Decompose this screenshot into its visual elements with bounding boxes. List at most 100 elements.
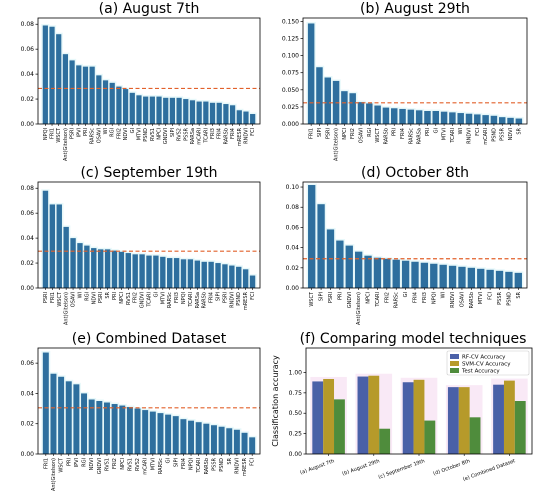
x-tick-label: FCI: [488, 292, 494, 300]
x-tick-label: mRESR: [242, 457, 248, 476]
x-tick-label: FRI3: [422, 292, 428, 303]
bar: [373, 257, 382, 288]
bar: [73, 384, 80, 454]
x-tick-label: RNDVI: [467, 128, 473, 144]
bar: [146, 255, 152, 288]
x-tick-label: NPCI: [119, 292, 125, 304]
x-tick-label: (c) September 19th: [378, 458, 426, 480]
x-tick-label: PSRI: [70, 128, 76, 139]
panel-title: (a) August 7th: [99, 1, 200, 17]
x-tick-label: WSCT: [375, 127, 381, 143]
bar: [176, 97, 182, 124]
x-tick-label: GI: [153, 292, 159, 297]
bar: [91, 248, 97, 288]
bar: [242, 269, 249, 288]
bar: [448, 265, 457, 288]
x-tick-label: TCARI: [147, 292, 153, 308]
bar: [42, 25, 48, 124]
panel-b: (b) August 29th 0.000 0.025 0.050 0.075 0.100…: [282, 1, 528, 161]
bar: [56, 204, 62, 288]
bar: [241, 432, 248, 454]
x-tick-label: (e) Combined Dataset: [462, 458, 516, 483]
x-tick-label: RARSc: [408, 128, 414, 144]
x-tick-label: RARSa: [195, 292, 201, 308]
bar: [104, 249, 111, 288]
bar: [392, 259, 400, 288]
x-tick-label: GNDVI: [140, 292, 146, 308]
bar: [160, 256, 166, 288]
legend-swatch: [450, 354, 459, 359]
x-tick-label: NPQI: [43, 128, 49, 140]
bar: [236, 266, 242, 288]
bar: [189, 100, 196, 124]
bar: [97, 249, 104, 288]
x-tick-label: RARSb: [223, 128, 229, 145]
x-tick-label: FRI1: [309, 128, 315, 139]
bar: [226, 428, 233, 454]
x-tick-label: OSAVI: [71, 292, 77, 307]
y-tick-label: 0.06: [21, 360, 35, 367]
x-tick-label: PRI: [83, 128, 89, 136]
x-tick-label: TCARI: [375, 292, 381, 308]
x-tick-label: NDVI: [123, 128, 129, 140]
bar: [439, 264, 447, 288]
bar: [334, 399, 345, 454]
bar: [324, 77, 332, 124]
x-tick-label: RGI: [367, 128, 373, 137]
bar: [366, 103, 373, 124]
panel-title: (d) October 8th: [361, 165, 469, 181]
bar: [209, 102, 216, 124]
bar: [477, 268, 485, 288]
x-tick-label: WSCT: [59, 457, 65, 473]
x-tick-label: NPCI: [342, 128, 348, 140]
bar: [173, 258, 180, 288]
bar: [449, 112, 456, 124]
bar: [156, 96, 162, 124]
bar: [129, 92, 135, 124]
x-tick-label: FRI2: [384, 292, 390, 303]
y-tick-label: 0.25: [289, 431, 303, 438]
x-tick-label: OSAVI: [96, 128, 102, 143]
bar: [349, 93, 356, 124]
bar: [62, 54, 69, 125]
y-tick-label: 0.00: [21, 121, 35, 128]
bar: [229, 265, 235, 288]
x-tick-label: WSCT: [309, 291, 315, 307]
bar: [196, 101, 202, 124]
x-tick-label: FCI: [250, 128, 256, 136]
x-tick-label: RVS1: [150, 128, 156, 141]
y-tick-label: 0.00: [289, 451, 303, 458]
x-tick-label: FRI4: [217, 128, 223, 139]
y-tick-label: 0.02: [286, 265, 300, 272]
y-tick-label: 0.150: [282, 18, 299, 25]
bar: [165, 414, 172, 454]
x-tick-label: PSRI: [43, 292, 49, 303]
bar: [229, 105, 236, 124]
x-tick-label: MTVI: [150, 458, 156, 470]
y-tick-label: 0.075: [282, 70, 299, 77]
x-tick-label: GI: [130, 128, 136, 133]
bar: [167, 258, 173, 288]
x-tick-label: FRI4: [400, 128, 406, 139]
bar: [89, 66, 95, 124]
bar: [236, 110, 242, 124]
y-tick-label: 0.00: [21, 285, 35, 292]
bar: [194, 260, 201, 288]
bar: [96, 401, 103, 454]
x-tick-label: PSND: [236, 292, 242, 306]
bar: [368, 375, 380, 454]
bar: [58, 376, 65, 454]
bar: [42, 352, 49, 454]
x-tick-label: RNDVI: [229, 292, 235, 308]
x-tick-label: FCI: [250, 292, 256, 300]
bar: [42, 190, 49, 288]
y-tick-label: 0.04: [21, 390, 35, 397]
x-tick-label: Ant(Gitelson): [64, 292, 70, 325]
bar: [70, 238, 76, 288]
bar: [458, 387, 470, 454]
bar: [379, 428, 391, 454]
y-tick-label: 0.06: [21, 46, 35, 53]
x-tick-label: TCARI: [196, 458, 202, 474]
bar: [203, 101, 209, 124]
x-tick-label: TCARI: [450, 128, 456, 144]
